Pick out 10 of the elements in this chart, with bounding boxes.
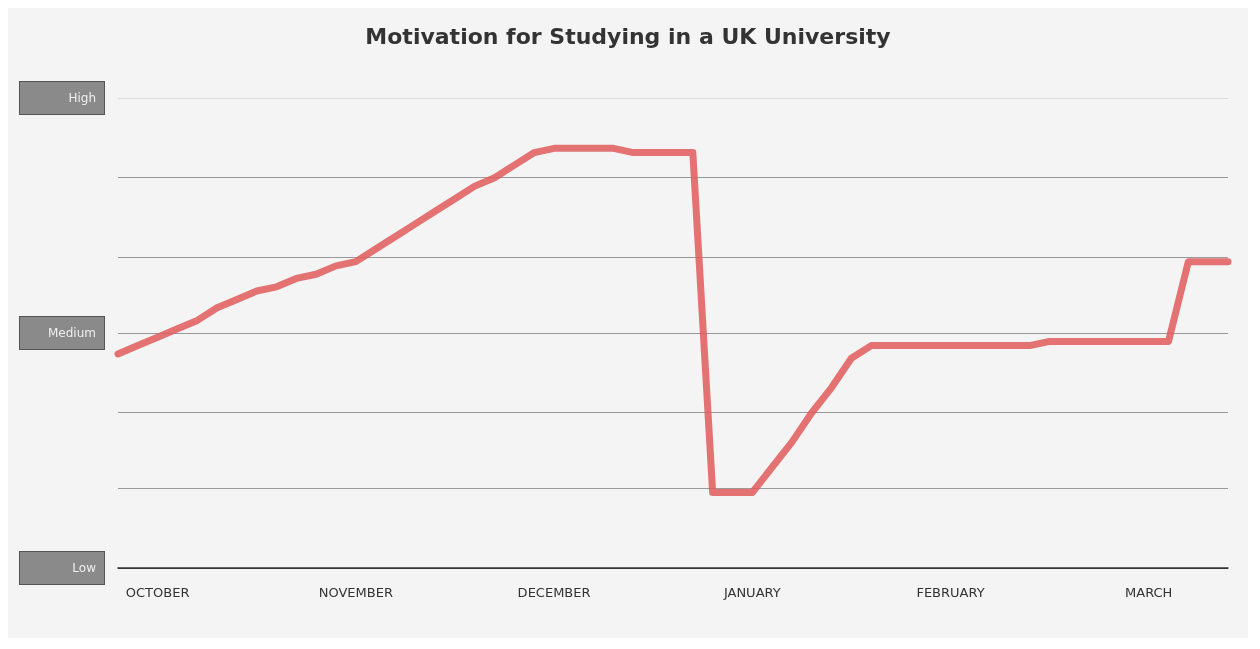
- x-tick-label: MARCH: [1125, 585, 1173, 600]
- x-tick-label: OCTOBER: [125, 585, 190, 600]
- chart-title: Motivation for Studying in a UK University: [365, 23, 891, 49]
- x-tick-label: NOVEMBER: [318, 585, 393, 600]
- x-tick-label: FEBRUARY: [916, 585, 985, 600]
- ref-line-label: Medium: [48, 326, 96, 340]
- ref-line-label: Low: [72, 561, 97, 575]
- x-tick-label: JANUARY: [722, 585, 781, 600]
- x-tick-label: DECEMBER: [517, 585, 591, 600]
- ref-line-label: High: [68, 91, 96, 105]
